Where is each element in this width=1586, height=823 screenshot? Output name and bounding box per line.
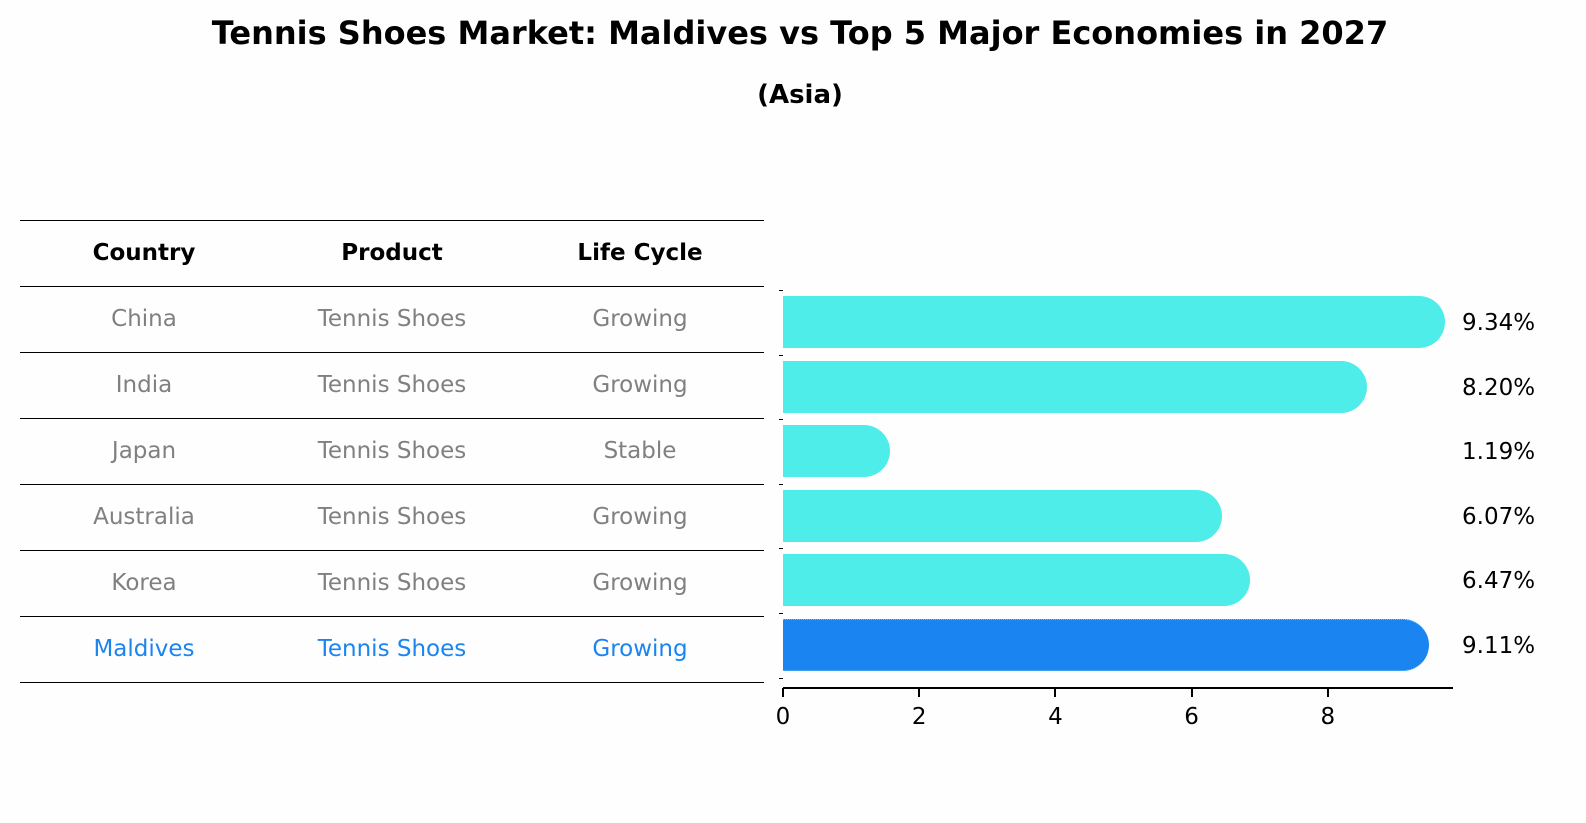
bar-korea [783,554,1250,607]
cell-life-cycle: Growing [592,372,688,398]
cell-life-cycle: Growing [592,570,688,596]
cell-country: Maldives [93,636,195,662]
x-tick [1326,688,1329,697]
bar-india [783,360,1368,413]
bar-value-label: 6.07% [1462,503,1536,530]
x-tick [1054,688,1057,697]
x-tick-label: 8 [1320,704,1336,730]
table-divider [20,550,764,551]
bar-value-label: 1.19% [1462,439,1536,466]
table-divider [20,484,764,485]
x-tick-label: 4 [1048,704,1063,730]
x-tick [782,688,784,697]
cell-product: Tennis Shoes [317,636,467,662]
cell-product: Tennis Shoes [317,570,467,596]
y-tick [779,483,783,485]
bar-value-label: 9.34% [1462,310,1536,336]
cell-product: Tennis Shoes [317,306,467,332]
y-tick [779,419,783,421]
table-divider [20,352,764,353]
cell-country: China [111,306,177,332]
header-life-cycle: Life Cycle [577,240,703,266]
header-product: Product [341,240,443,266]
y-tick [779,290,783,291]
table-row: Australia Tennis Shoes Growing [20,484,764,550]
bar-china [783,296,1446,348]
x-tick [1190,688,1193,697]
table-row: India Tennis Shoes Growing [20,352,764,418]
table-divider [20,616,764,617]
x-tick-label: 2 [911,704,927,730]
y-tick [779,677,783,679]
x-axis-line [783,687,1453,689]
table-row: China Tennis Shoes Growing [20,286,764,352]
x-tick-label: 0 [775,704,791,730]
chart-subtitle: (Asia) [757,80,843,110]
bar-australia [783,489,1223,542]
y-tick [779,354,783,356]
bar-value-label: 6.47% [1462,568,1536,595]
cell-product: Tennis Shoes [317,504,467,530]
table-row: Korea Tennis Shoes Growing [20,550,764,616]
x-tick [918,688,921,697]
cell-life-cycle: Growing [592,504,688,530]
cell-country: Australia [93,504,195,530]
table-row-highlighted: Maldives Tennis Shoes Growing [20,616,764,682]
cell-life-cycle: Growing [592,636,688,662]
table-header-row: Country Product Life Cycle [20,220,764,286]
cell-country: India [115,372,173,398]
x-tick-label: 6 [1184,704,1199,730]
header-country: Country [92,240,196,266]
y-tick [779,548,783,550]
table-divider [20,418,764,419]
cell-product: Tennis Shoes [317,438,467,464]
cell-life-cycle: Growing [592,306,688,332]
bar-value-label: 8.20% [1462,374,1536,401]
bar-japan [783,425,891,478]
table-divider [20,220,764,221]
cell-product: Tennis Shoes [317,372,467,398]
y-tick [779,613,783,614]
table-divider [20,682,764,683]
chart-title: Tennis Shoes Market: Maldives vs Top 5 M… [211,14,1389,52]
cell-life-cycle: Stable [603,438,677,464]
table-row: Japan Tennis Shoes Stable [20,418,764,484]
cell-country: Korea [111,570,177,596]
bar-value-label: 9.11% [1462,633,1536,659]
table-divider [20,286,764,287]
cell-country: Japan [111,438,177,464]
bar-maldives [783,619,1430,671]
